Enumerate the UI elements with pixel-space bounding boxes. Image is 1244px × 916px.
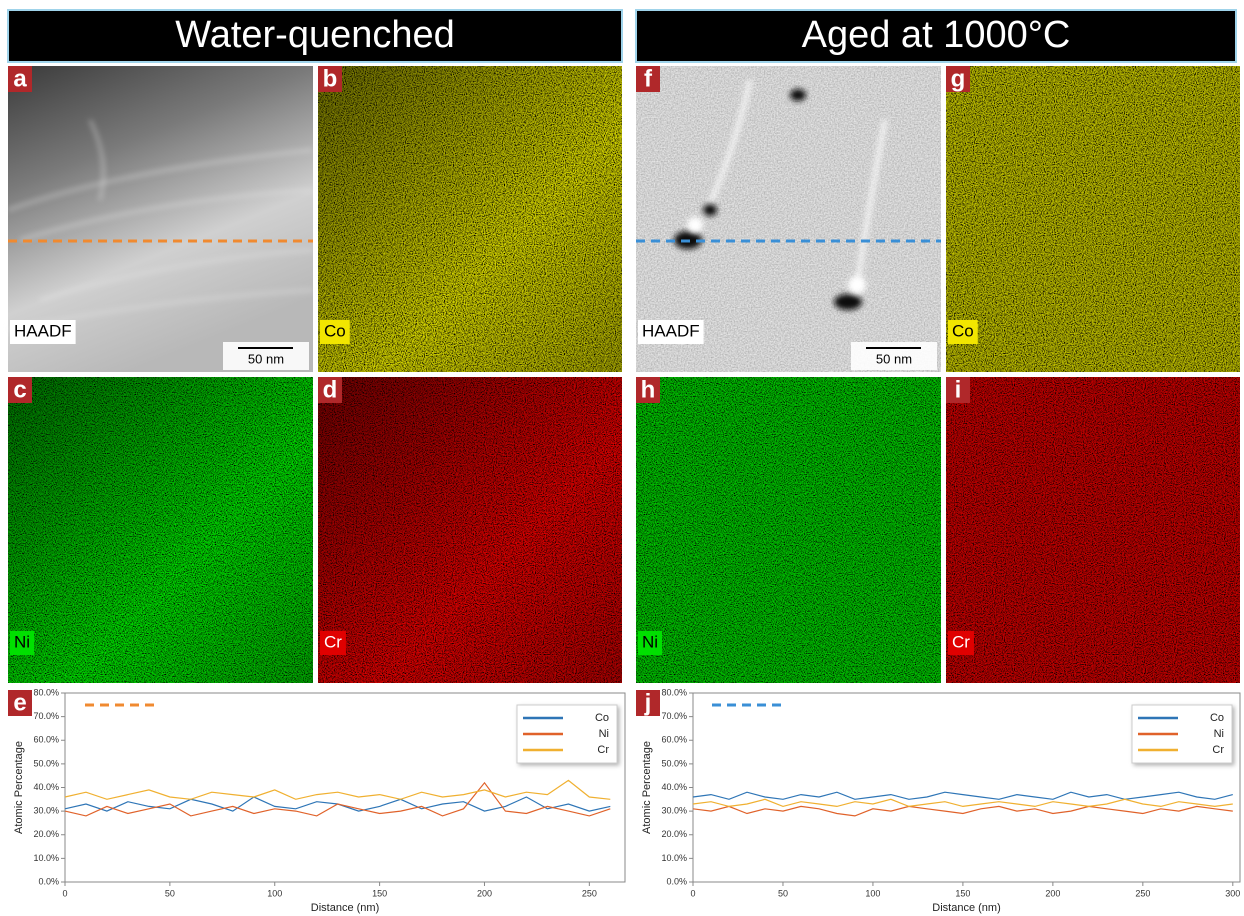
y-axis-title: Atomic Percentage	[13, 741, 25, 834]
x-tick-label: 0	[62, 888, 67, 898]
panel-i	[946, 377, 1240, 683]
x-tick-label: 50	[165, 888, 175, 898]
panel-b	[318, 66, 622, 372]
panel-letter: h	[641, 376, 656, 403]
panel-letter: a	[13, 65, 27, 92]
x-tick-label: 0	[690, 888, 695, 898]
y-tick-label: 30.0%	[661, 806, 687, 816]
legend-label: Cr	[597, 744, 609, 756]
header: Aged at 1000°C	[802, 14, 1071, 56]
figure: Water-quenched Aged at 1000°C	[0, 0, 1244, 916]
legend-label: Cr	[1212, 744, 1224, 756]
series-line	[65, 780, 610, 799]
panel-letter: j	[644, 689, 652, 716]
y-tick-label: 80.0%	[33, 687, 59, 697]
y-tick-label: 20.0%	[33, 829, 59, 839]
series-line	[65, 783, 610, 816]
y-tick-label: 40.0%	[661, 782, 687, 792]
x-tick-label: 250	[582, 888, 597, 898]
y-tick-label: 50.0%	[661, 758, 687, 768]
legend-label: Ni	[1214, 728, 1224, 740]
y-axis-title: Atomic Percentage	[641, 741, 653, 834]
channel-label: Cr	[324, 632, 342, 651]
legend-label: Ni	[599, 728, 609, 740]
channel-label: Ni	[642, 632, 658, 651]
x-axis-title: Distance (nm)	[932, 902, 1000, 914]
x-tick-label: 150	[372, 888, 387, 898]
panel-g	[946, 66, 1240, 372]
x-tick-label: 200	[477, 888, 492, 898]
y-tick-label: 30.0%	[33, 806, 59, 816]
y-tick-label: 50.0%	[33, 758, 59, 768]
y-tick-label: 0.0%	[38, 876, 59, 886]
y-tick-label: 80.0%	[661, 687, 687, 697]
panel-letter: c	[13, 376, 26, 403]
x-tick-label: 100	[267, 888, 282, 898]
panel-c	[8, 377, 313, 683]
channel-label: HAADF	[14, 321, 72, 340]
y-tick-label: 60.0%	[661, 735, 687, 745]
panel-h	[636, 377, 941, 683]
panel-letter: i	[955, 376, 962, 403]
scale-bar-label: 50 nm	[248, 351, 284, 366]
y-tick-label: 70.0%	[661, 711, 687, 721]
series-line	[693, 799, 1233, 806]
y-tick-label: 0.0%	[666, 876, 687, 886]
x-tick-label: 150	[955, 888, 970, 898]
x-tick-label: 100	[865, 888, 880, 898]
y-tick-label: 40.0%	[33, 782, 59, 792]
x-axis-title: Distance (nm)	[311, 902, 379, 914]
channel-label: Co	[324, 321, 346, 340]
panel-letter: f	[644, 65, 653, 92]
panel-letter: b	[323, 65, 338, 92]
header: Water-quenched	[175, 14, 455, 56]
panel-letter: d	[323, 376, 338, 403]
series-line	[693, 792, 1233, 799]
series-line	[693, 806, 1233, 816]
x-tick-label: 250	[1135, 888, 1150, 898]
x-tick-label: 50	[778, 888, 788, 898]
y-tick-label: 10.0%	[33, 853, 59, 863]
panel-letter: g	[951, 65, 966, 92]
x-tick-label: 300	[1225, 888, 1240, 898]
legend-label: Co	[595, 712, 609, 724]
panel-letter: e	[13, 689, 26, 716]
y-tick-label: 60.0%	[33, 735, 59, 745]
x-tick-label: 200	[1045, 888, 1060, 898]
panel-d	[318, 377, 622, 683]
scale-bar-label: 50 nm	[876, 351, 912, 366]
channel-label: Co	[952, 321, 974, 340]
legend-label: Co	[1210, 712, 1224, 724]
y-tick-label: 20.0%	[661, 829, 687, 839]
y-tick-label: 70.0%	[33, 711, 59, 721]
channel-label: Cr	[952, 632, 970, 651]
channel-label: HAADF	[642, 321, 700, 340]
y-tick-label: 10.0%	[661, 853, 687, 863]
channel-label: Ni	[14, 632, 30, 651]
